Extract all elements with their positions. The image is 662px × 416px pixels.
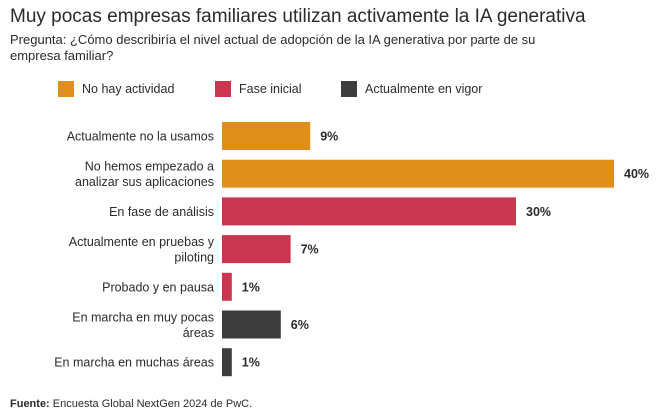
bar-0 bbox=[222, 122, 311, 150]
category-label-1: No hemos empezado a analizar sus aplicaci… bbox=[75, 159, 214, 189]
bar-1 bbox=[222, 159, 614, 188]
value-label-6: 1% bbox=[242, 356, 260, 370]
legend-swatch-in-force bbox=[341, 81, 357, 97]
source-text: Encuesta Global NextGen 2024 de PwC. bbox=[52, 398, 253, 410]
legend-item-initial-phase: Fase inicial bbox=[215, 81, 341, 97]
value-label-4: 1% bbox=[242, 280, 260, 294]
legend-label-no-activity: No hay actividad bbox=[82, 82, 175, 96]
source-footer: Fuente: Encuesta Global NextGen 2024 de … bbox=[10, 398, 252, 410]
legend-swatch-initial-phase bbox=[215, 81, 231, 97]
category-label-4: Probado y en pausa bbox=[102, 280, 214, 294]
category-label-3: Actualmente en pruebas y piloting bbox=[69, 235, 215, 265]
legend-label-in-force: Actualmente en vigor bbox=[365, 82, 483, 96]
value-label-3: 7% bbox=[301, 243, 319, 257]
bar-6 bbox=[222, 348, 232, 377]
category-label-2: En fase de análisis bbox=[109, 205, 214, 219]
legend-swatch-no-activity bbox=[58, 81, 74, 97]
category-label-6: En marcha en muchas áreas bbox=[54, 356, 214, 370]
source-label: Fuente: bbox=[10, 398, 50, 410]
bar-4 bbox=[222, 272, 232, 301]
bar-3 bbox=[222, 235, 291, 264]
legend: No hay actividad Fase inicial Actualment… bbox=[58, 81, 482, 97]
legend-label-initial-phase: Fase inicial bbox=[239, 82, 302, 96]
legend-item-no-activity: No hay actividad bbox=[58, 81, 215, 97]
category-label-0: Actualmente no la usamos bbox=[67, 130, 214, 144]
chart-title: Muy pocas empresas familiares utilizan a… bbox=[10, 6, 586, 27]
bar-2 bbox=[222, 197, 516, 226]
value-label-0: 9% bbox=[320, 130, 338, 144]
bar-chart: Actualmente no la usamos 9% No hemos empez… bbox=[54, 122, 649, 377]
bar-5 bbox=[222, 310, 281, 339]
legend-item-in-force: Actualmente en vigor bbox=[341, 81, 482, 97]
category-label-5: En marcha en muy pocas áreas bbox=[72, 310, 214, 340]
value-label-5: 6% bbox=[291, 318, 309, 332]
value-label-2: 30% bbox=[526, 205, 551, 219]
chart-subtitle: Pregunta: ¿Cómo describiría el nivel act… bbox=[10, 32, 536, 63]
value-label-1: 40% bbox=[624, 167, 649, 181]
